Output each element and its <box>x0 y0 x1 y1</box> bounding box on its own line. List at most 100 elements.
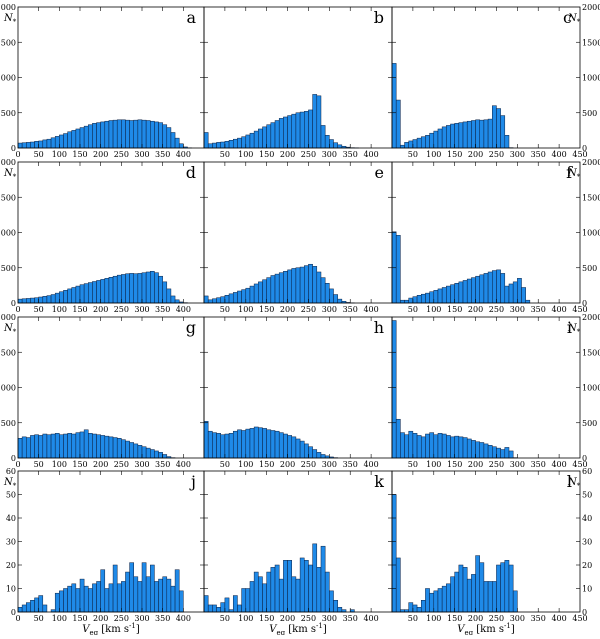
histogram-bar <box>246 589 250 613</box>
histogram-bar <box>434 290 438 303</box>
histogram-bar <box>279 118 283 148</box>
x-axis-label: Veq [km s-1] <box>269 622 327 635</box>
histogram-bar <box>400 145 404 148</box>
x-tick-label: 250 <box>489 460 504 469</box>
histogram-bar <box>146 577 150 612</box>
x-tick-label: 150 <box>259 305 274 314</box>
histogram-bar <box>450 124 454 148</box>
histogram-bar <box>496 448 500 458</box>
histogram-bar <box>163 282 167 303</box>
histogram-bar <box>317 96 321 148</box>
histogram-bar <box>125 572 129 612</box>
y-tick-label: 30 <box>582 538 592 547</box>
histogram-bar <box>167 289 171 303</box>
histogram-bar <box>117 275 121 303</box>
histogram-bar <box>455 572 459 612</box>
x-tick-label: 150 <box>72 305 87 314</box>
histogram-bar <box>167 128 171 148</box>
histogram-bar <box>117 438 121 458</box>
histogram-bar <box>392 495 396 613</box>
histogram-bar <box>84 126 88 148</box>
y-axis-label: N* <box>3 168 17 181</box>
y-tick-label: 50 <box>582 491 592 500</box>
histogram-bar <box>283 434 287 458</box>
y-tick-label: 30 <box>6 538 16 547</box>
histogram-bar <box>438 289 442 303</box>
histogram-bar <box>47 139 51 148</box>
y-tick-label: 1000 <box>0 229 16 238</box>
histogram-bar <box>212 433 216 458</box>
y-tick-label: 0 <box>582 299 587 308</box>
histogram-bar <box>288 116 292 148</box>
x-tick-label: 100 <box>238 150 253 159</box>
histogram-bar <box>275 274 279 303</box>
histogram-bar <box>496 109 500 148</box>
histogram-bar <box>488 272 492 303</box>
x-tick-label: 300 <box>322 150 337 159</box>
histogram-bar <box>113 565 117 612</box>
x-tick-label: 250 <box>489 305 504 314</box>
x-tick-label: 200 <box>280 305 295 314</box>
y-tick-label: 0 <box>11 144 16 153</box>
histogram-bar <box>413 140 417 148</box>
histogram-bar <box>68 586 72 612</box>
histogram-bar <box>22 437 26 458</box>
histogram-bar <box>250 286 254 303</box>
histogram-bar <box>72 434 76 458</box>
histogram-bar <box>59 591 63 612</box>
x-tick-label: 100 <box>52 305 67 314</box>
histogram-bar <box>459 123 463 148</box>
histogram-bar <box>76 286 80 303</box>
histogram-bar <box>421 294 425 303</box>
histogram-bar <box>237 605 241 612</box>
histogram-bar <box>204 596 208 612</box>
histogram-bar <box>142 120 146 148</box>
histogram-bar <box>271 567 275 612</box>
histogram-bar <box>150 271 154 303</box>
panel-a: 0501001502002503003504000500100015002000… <box>0 3 204 159</box>
histogram-bar <box>321 125 325 148</box>
y-tick-label: 1500 <box>0 348 16 357</box>
histogram-bar <box>313 94 317 148</box>
histogram-bar <box>142 273 146 303</box>
histogram-bar <box>163 125 167 148</box>
x-tick-label: 100 <box>238 305 253 314</box>
histogram-bar <box>88 283 92 303</box>
y-tick-label: 40 <box>6 514 16 523</box>
histogram-bar <box>150 565 154 612</box>
histogram-bar <box>171 586 175 612</box>
histogram-bar <box>413 433 417 458</box>
y-tick-label: 10 <box>582 585 592 594</box>
x-tick-label: 300 <box>510 460 525 469</box>
x-tick-label: 250 <box>114 460 129 469</box>
x-tick-label: 100 <box>238 614 253 623</box>
histogram-bar <box>225 295 229 303</box>
y-tick-label: 1500 <box>0 193 16 202</box>
histogram-bar <box>18 607 22 612</box>
y-tick-label: 1000 <box>0 74 16 83</box>
x-tick-label: 400 <box>176 614 191 623</box>
x-tick-label: 350 <box>531 614 546 623</box>
histogram-bar <box>392 232 396 303</box>
histogram-bar <box>509 565 513 612</box>
x-tick-label: 200 <box>93 305 108 314</box>
histogram-bar <box>113 438 117 458</box>
x-tick-label: 150 <box>259 150 274 159</box>
histogram-bar <box>150 450 154 458</box>
histogram-bar <box>484 444 488 458</box>
panel-letter: d <box>186 163 196 182</box>
histogram-bar <box>334 600 338 612</box>
y-tick-label: 20 <box>582 561 592 570</box>
x-tick-label: 350 <box>531 460 546 469</box>
x-tick-label: 300 <box>322 460 337 469</box>
histogram-bar <box>501 273 505 303</box>
x-tick-label: 150 <box>72 614 87 623</box>
histogram-bar <box>262 428 266 458</box>
histogram-bar <box>308 565 312 612</box>
histogram-bar <box>417 138 421 148</box>
histogram-bar <box>455 283 459 303</box>
